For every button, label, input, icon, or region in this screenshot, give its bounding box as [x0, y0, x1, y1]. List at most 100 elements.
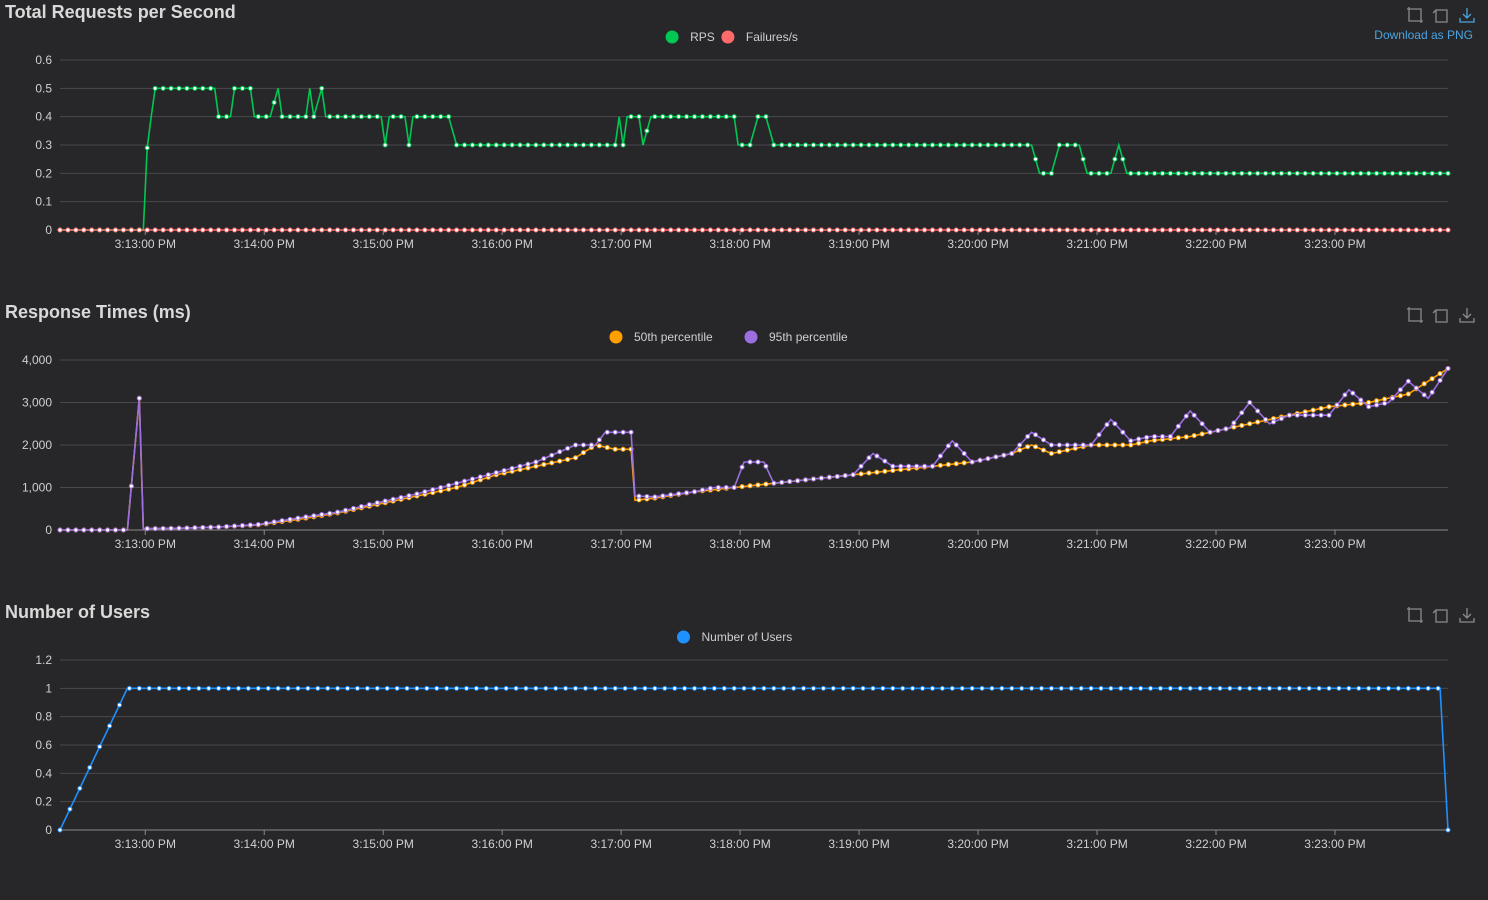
data-point	[993, 142, 999, 148]
zoom-reset-icon[interactable]	[1432, 606, 1450, 624]
data-point	[1429, 170, 1435, 176]
zoom-reset-icon[interactable]	[1432, 6, 1450, 24]
download-as-png-button[interactable]: Download as PNG	[1374, 28, 1473, 42]
data-point	[1326, 685, 1332, 691]
data-point	[874, 453, 880, 459]
x-tick-label: 3:19:00 PM	[828, 537, 889, 551]
data-point	[602, 685, 608, 691]
data-point	[993, 454, 999, 460]
data-point	[1175, 423, 1181, 429]
data-point	[390, 227, 396, 233]
data-point	[1437, 371, 1443, 377]
data-point	[1033, 156, 1039, 162]
data-point	[1413, 170, 1419, 176]
x-tick-label: 3:23:00 PM	[1304, 537, 1365, 551]
data-point	[787, 142, 793, 148]
data-point	[660, 493, 666, 499]
rps-panel: Total Requests per Second Download as PN…	[0, 0, 1488, 300]
data-point	[1366, 227, 1372, 233]
x-tick-label: 3:17:00 PM	[590, 537, 651, 551]
data-point	[311, 513, 317, 519]
data-point	[1435, 685, 1441, 691]
data-point	[77, 785, 83, 791]
data-point	[366, 114, 372, 120]
data-point	[1257, 685, 1263, 691]
data-point	[295, 114, 301, 120]
data-point	[303, 114, 309, 120]
data-point	[192, 227, 198, 233]
data-point	[454, 480, 460, 486]
legend-marker	[744, 330, 758, 344]
data-point	[1397, 227, 1403, 233]
data-point	[604, 429, 610, 435]
data-point	[319, 227, 325, 233]
data-point	[247, 522, 253, 528]
data-point	[692, 114, 698, 120]
data-point	[533, 142, 539, 148]
y-tick-label: 0.1	[35, 195, 52, 209]
data-point	[1088, 170, 1094, 176]
series-line	[60, 87, 1448, 231]
data-point	[1199, 170, 1205, 176]
data-point	[612, 446, 618, 452]
data-point	[1437, 170, 1443, 176]
download-icon[interactable]	[1458, 306, 1476, 324]
x-tick-label: 3:19:00 PM	[828, 837, 889, 851]
data-point	[1207, 685, 1213, 691]
data-point	[662, 685, 668, 691]
data-point	[216, 227, 222, 233]
data-point	[422, 114, 428, 120]
data-point	[206, 685, 212, 691]
data-point	[945, 443, 951, 449]
data-point	[422, 227, 428, 233]
data-point	[731, 685, 737, 691]
data-point	[1415, 685, 1421, 691]
data-point	[676, 114, 682, 120]
data-point	[953, 461, 959, 467]
zoom-icon[interactable]	[1406, 6, 1424, 24]
data-point	[398, 227, 404, 233]
data-point	[503, 685, 509, 691]
data-point	[969, 142, 975, 148]
data-point	[136, 395, 142, 401]
data-point	[160, 85, 166, 91]
zoom-icon[interactable]	[1406, 306, 1424, 324]
data-point	[826, 227, 832, 233]
data-point	[1223, 170, 1229, 176]
data-point	[620, 429, 626, 435]
zoom-icon[interactable]	[1406, 606, 1424, 624]
data-point	[1064, 227, 1070, 233]
data-point	[305, 685, 311, 691]
data-point	[1223, 426, 1229, 432]
data-point	[366, 502, 372, 508]
data-point	[620, 227, 626, 233]
data-point	[176, 525, 182, 531]
data-point	[580, 142, 586, 148]
data-point	[715, 485, 721, 490]
data-point	[801, 685, 807, 691]
data-point	[1120, 156, 1126, 162]
legend-label: Failures/s	[746, 30, 798, 44]
data-point	[160, 525, 166, 531]
download-icon[interactable]	[1458, 6, 1476, 24]
data-point	[549, 142, 555, 148]
data-point	[1175, 227, 1181, 233]
x-tick-label: 3:16:00 PM	[471, 537, 532, 551]
data-point	[751, 685, 757, 691]
data-point	[699, 114, 705, 120]
data-point	[557, 449, 563, 455]
data-point	[557, 227, 563, 233]
response-times-chart: 0 1,000 2,000 3,000 4,000 3:13:00 PM 3:14:00 P…	[22, 330, 1451, 551]
data-point	[81, 527, 87, 533]
data-point	[880, 685, 886, 691]
data-point	[1118, 685, 1124, 691]
data-point	[771, 685, 777, 691]
data-point	[184, 227, 190, 233]
data-point	[144, 526, 150, 532]
data-point	[1255, 170, 1261, 176]
data-point	[1187, 685, 1193, 691]
data-point	[747, 459, 753, 465]
data-point	[438, 114, 444, 120]
zoom-reset-icon[interactable]	[1432, 306, 1450, 324]
download-icon[interactable]	[1458, 606, 1476, 624]
